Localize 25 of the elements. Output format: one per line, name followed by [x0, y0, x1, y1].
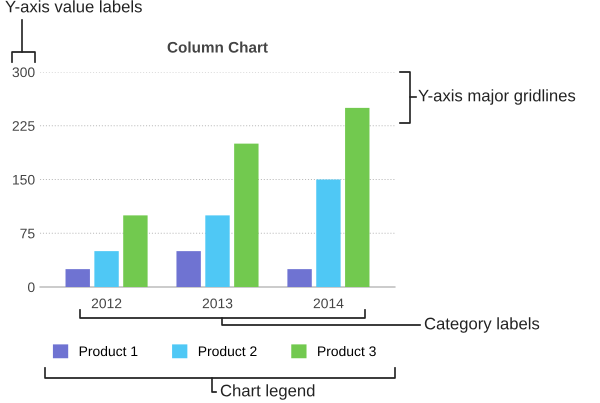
bar: [345, 108, 370, 287]
y-tick-label: 75: [20, 228, 35, 238]
legend-label: Product 1: [80, 346, 138, 356]
y-tick-label: 150: [13, 174, 35, 185]
bar: [176, 251, 201, 287]
y-tick-label: 225: [12, 121, 35, 131]
text: Category labels: [424, 317, 540, 333]
y-tick-label: 0: [28, 282, 35, 292]
x-tick-label: 2014: [314, 298, 344, 308]
bar: [94, 251, 119, 287]
bar: [66, 269, 90, 287]
text: Y-axis major gridlines: [418, 89, 576, 105]
bar: [123, 215, 148, 287]
legend-label: Product 2: [198, 346, 257, 356]
chart-title: Column Chart: [168, 41, 268, 53]
text: Chart legend: [220, 384, 314, 400]
bar: [316, 180, 341, 287]
x-tick-label: 2013: [202, 298, 232, 308]
bar: [205, 215, 230, 287]
bar: [234, 144, 259, 287]
legend-label: Product 3: [318, 346, 376, 356]
bar: [287, 269, 312, 287]
x-tick-label: 2012: [92, 298, 122, 308]
y-tick-label: 300: [12, 67, 35, 78]
text: Y-axis value labels: [5, 0, 142, 12]
